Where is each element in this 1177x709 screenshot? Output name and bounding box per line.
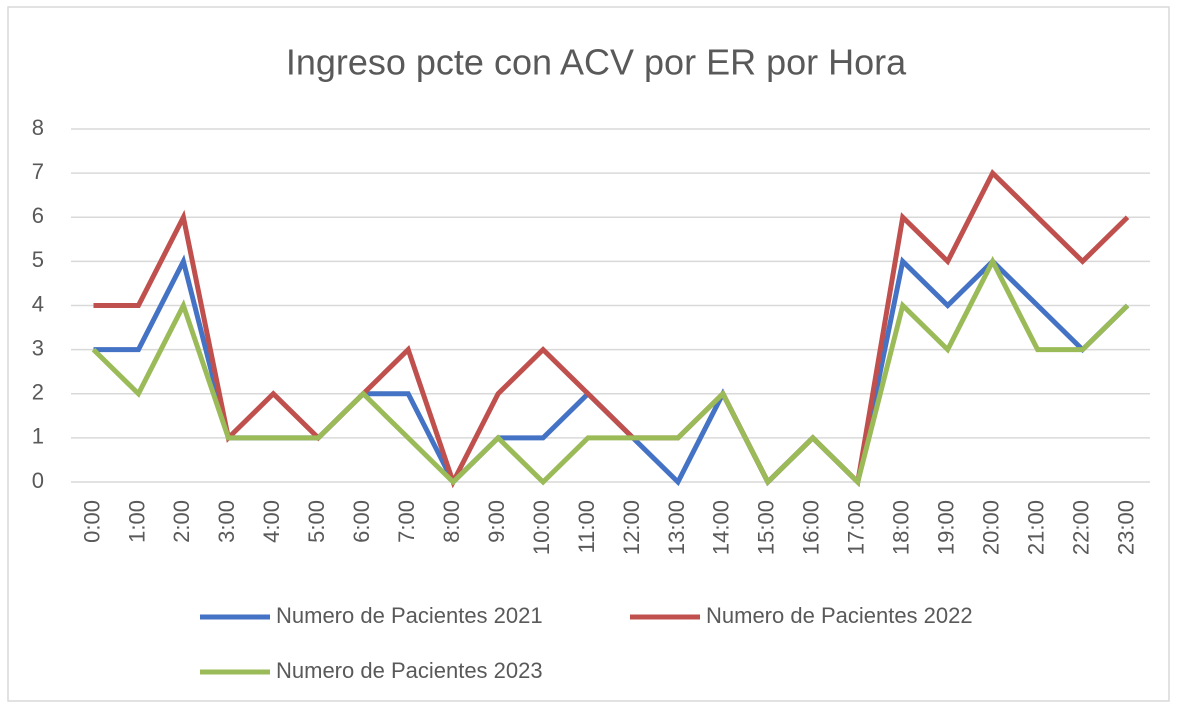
- x-tick-label: 8:00: [439, 500, 464, 543]
- x-tick-label: 9:00: [484, 500, 509, 543]
- x-tick-label: 17:00: [844, 500, 869, 555]
- x-tick-label: 16:00: [799, 500, 824, 555]
- x-tick-label: 12:00: [619, 500, 644, 555]
- chart-border: [7, 6, 1170, 702]
- y-tick-label: 7: [32, 159, 44, 184]
- legend-label: Numero de Pacientes 2023: [276, 658, 543, 683]
- x-tick-label: 20:00: [978, 500, 1003, 555]
- x-tick-label: 0:00: [79, 500, 104, 543]
- x-tick-label: 7:00: [394, 500, 419, 543]
- series-line: [91, 255, 1130, 487]
- x-tick-label: 14:00: [709, 500, 734, 555]
- x-tick-label: 15:00: [754, 500, 779, 555]
- y-tick-label: 1: [32, 424, 44, 449]
- x-tick-label: 22:00: [1068, 500, 1093, 555]
- x-tick-label: 3:00: [214, 500, 239, 543]
- y-tick-label: 4: [32, 291, 44, 316]
- y-tick-label: 8: [32, 115, 44, 140]
- y-tick-label: 2: [32, 380, 44, 405]
- x-tick-label: 18:00: [889, 500, 914, 555]
- x-tick-label: 6:00: [349, 500, 374, 543]
- legend-label: Numero de Pacientes 2022: [706, 603, 973, 628]
- y-tick-label: 0: [32, 468, 44, 493]
- x-tick-label: 4:00: [259, 500, 284, 543]
- y-tick-label: 3: [32, 335, 44, 360]
- x-tick-label: 10:00: [529, 500, 554, 555]
- x-tick-label: 13:00: [664, 500, 689, 555]
- x-tick-label: 2:00: [169, 500, 194, 543]
- x-tick-label: 21:00: [1023, 500, 1048, 555]
- series-line: [93, 168, 1130, 489]
- x-tick-label: 1:00: [124, 500, 149, 543]
- x-tick-label: 23:00: [1113, 500, 1138, 555]
- chart-title: Ingreso pcte con ACV por ER por Hora: [286, 42, 907, 83]
- x-tick-label: 5:00: [304, 500, 329, 543]
- x-tick-label: 11:00: [574, 500, 599, 553]
- y-tick-label: 5: [32, 247, 44, 272]
- legend-label: Numero de Pacientes 2021: [276, 603, 543, 628]
- x-tick-label: 19:00: [934, 500, 959, 555]
- y-tick-label: 6: [32, 203, 44, 228]
